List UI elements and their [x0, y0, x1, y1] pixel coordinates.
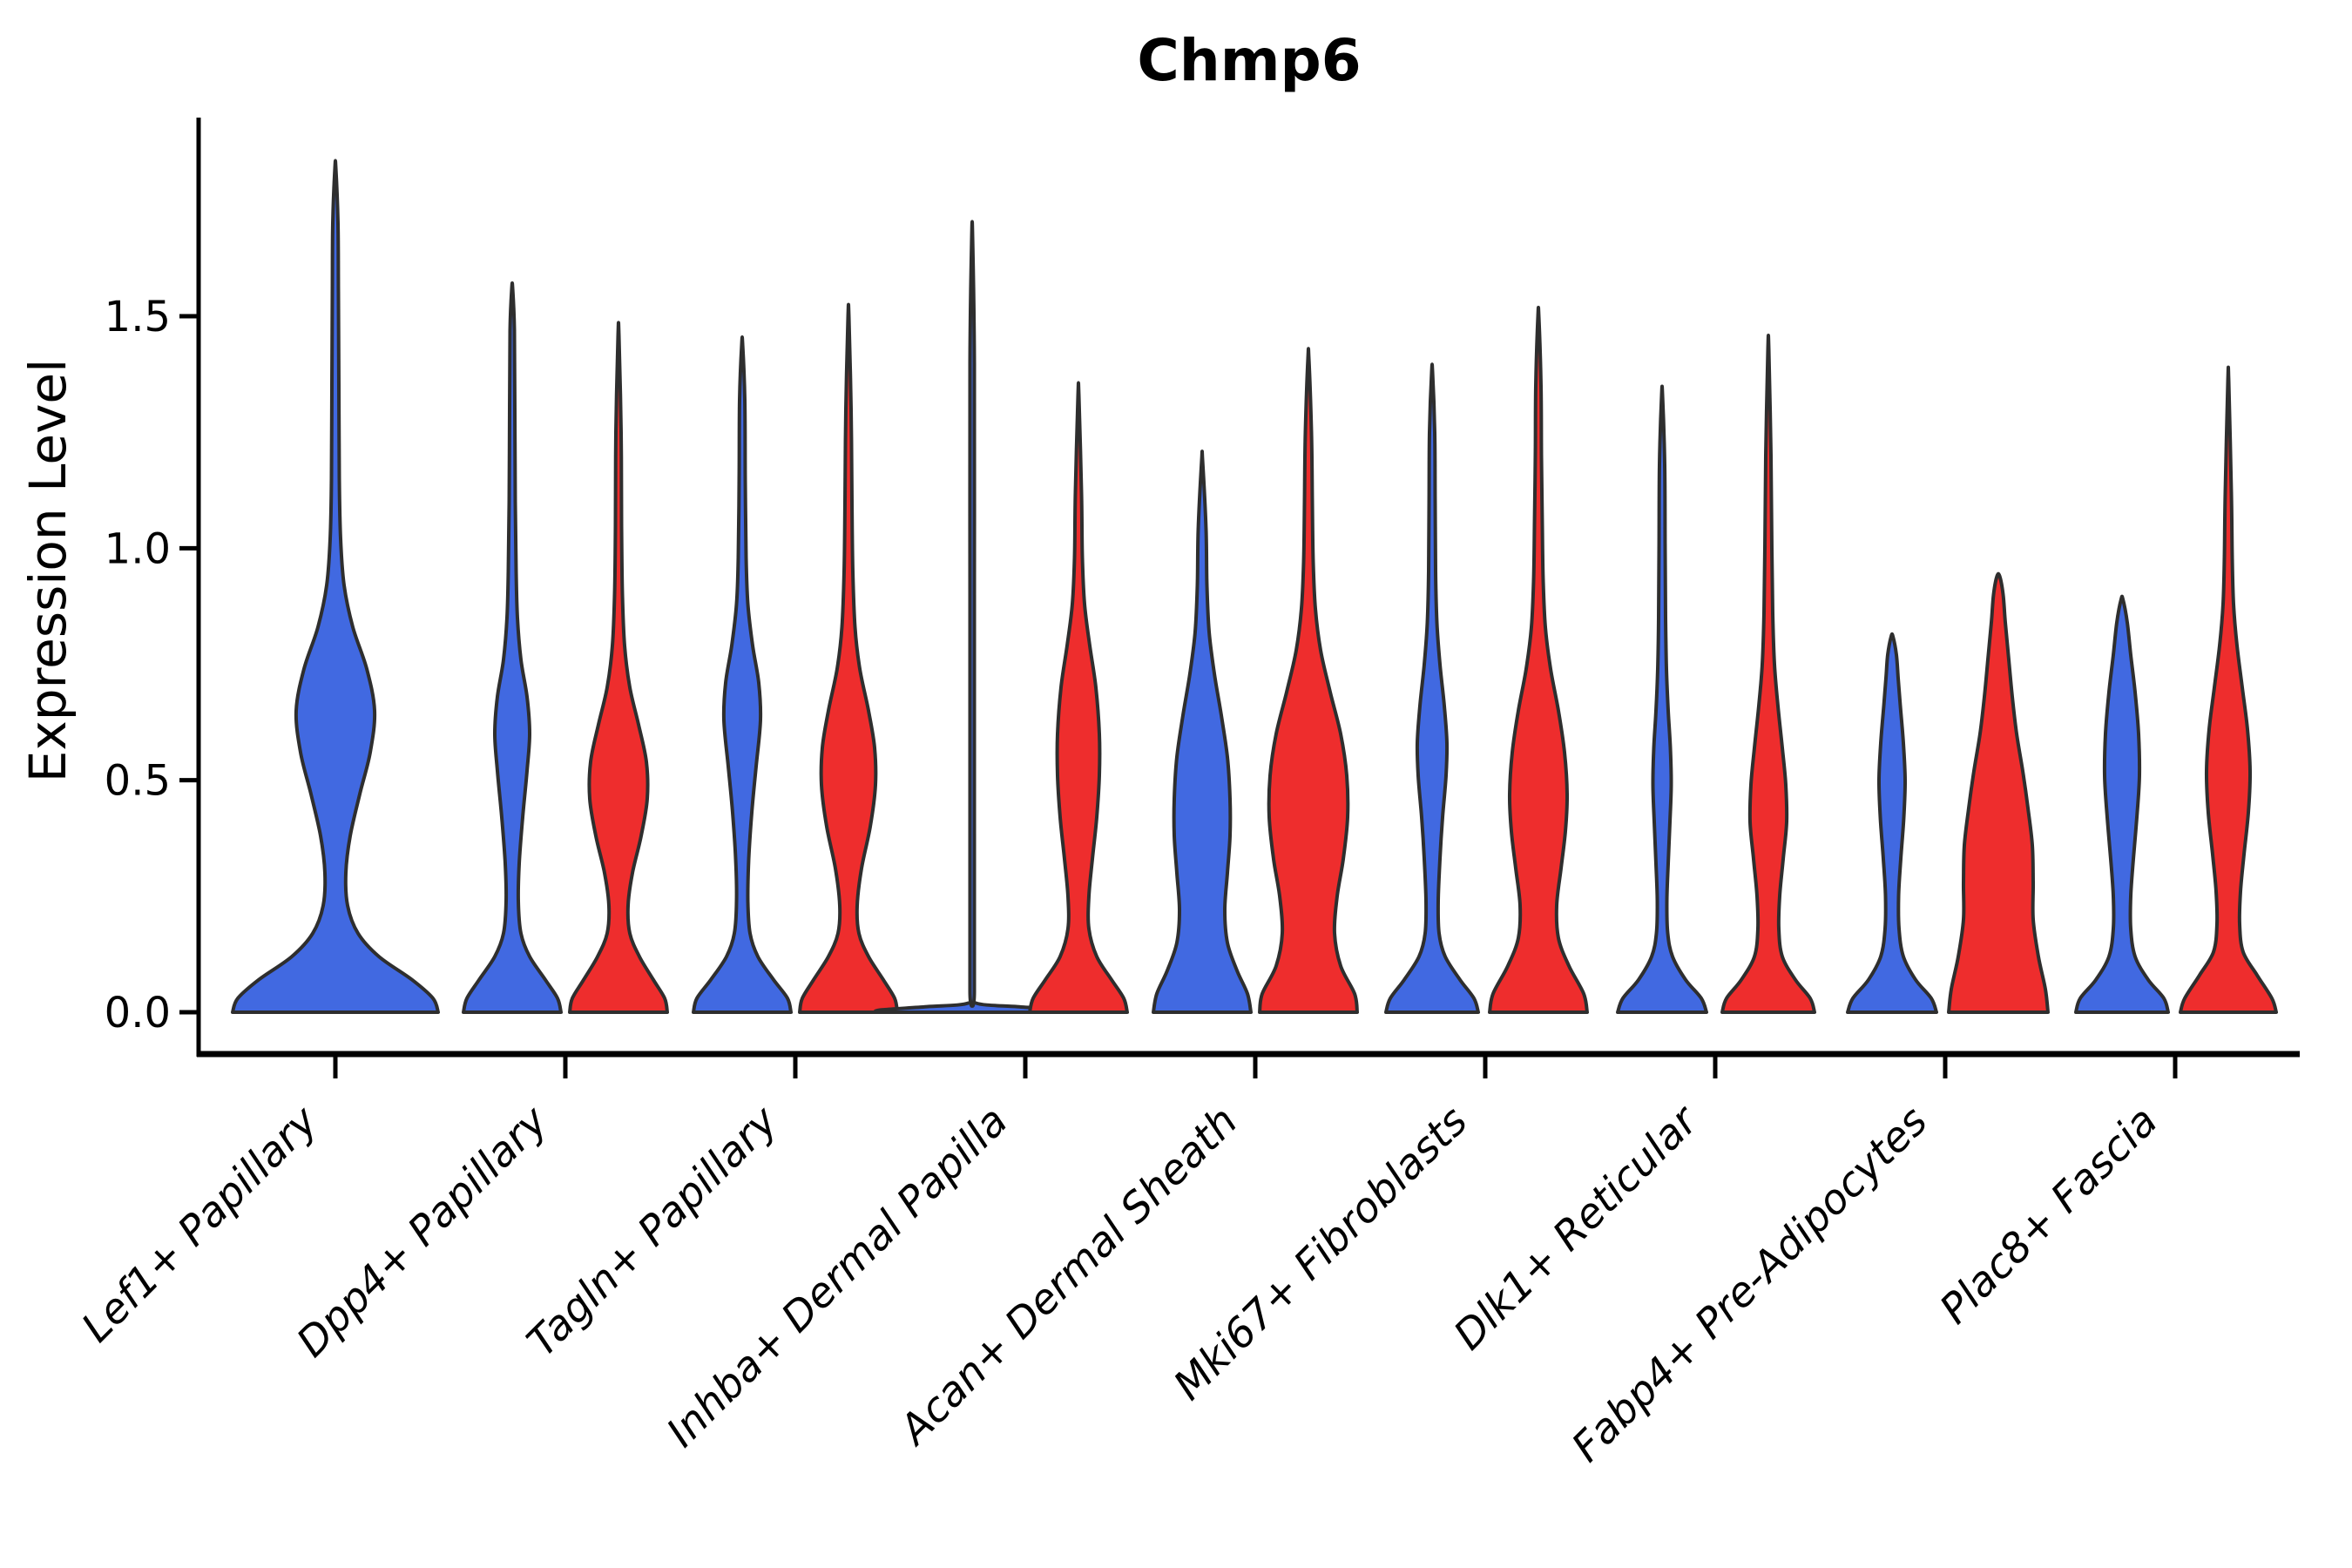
violin-acan-dermal-sheath-blue: [1152, 449, 1253, 1014]
violin-inhba-dermal-papilla-blue: [873, 220, 1071, 1014]
violin-fabp4-pre-adipocytes-red: [1947, 571, 2050, 1014]
x-tick-label-3: Tagln+ Papillary: [518, 1097, 788, 1367]
violin-dpp4-papillary-red: [568, 321, 669, 1014]
violin-inhba-dermal-papilla-red: [1028, 381, 1129, 1014]
violin-mki67-fibroblasts-red: [1488, 306, 1589, 1014]
x-tick-label-9: Plac8+ Fascia: [1930, 1098, 2166, 1334]
violin-plac8-fascia-red: [2179, 365, 2278, 1014]
y-tick-label: 0.5: [105, 757, 171, 806]
violin-fabp4-pre-adipocytes-blue: [1846, 632, 1938, 1014]
violin-tagln-papillary-red: [798, 302, 899, 1014]
violin-dpp4-papillary-blue: [462, 281, 563, 1014]
y-tick-label: 0.0: [105, 989, 171, 1037]
violin-plac8-fascia-blue: [2074, 594, 2170, 1014]
violin-acan-dermal-sheath-red: [1258, 347, 1359, 1014]
y-tick-label: 1.0: [105, 524, 171, 573]
violin-tagln-papillary-blue: [692, 335, 793, 1014]
x-tick-label-2: Dpp4+ Papillary: [287, 1097, 558, 1367]
x-tick-label-1: Lef1+ Papillary: [72, 1097, 328, 1352]
chart-title: Chmp6: [1137, 27, 1361, 94]
y-axis-label: Expression Level: [18, 359, 78, 782]
violin-dlk1-reticular-blue: [1616, 384, 1708, 1014]
violin-mki67-fibroblasts-blue: [1384, 362, 1480, 1014]
violin-dlk1-reticular-red: [1720, 334, 1816, 1014]
y-tick-label: 1.5: [105, 293, 171, 341]
violin-lef1-papillary-blue: [231, 159, 440, 1014]
x-tick-label-7: Dlk1+ Reticular: [1445, 1096, 1709, 1360]
